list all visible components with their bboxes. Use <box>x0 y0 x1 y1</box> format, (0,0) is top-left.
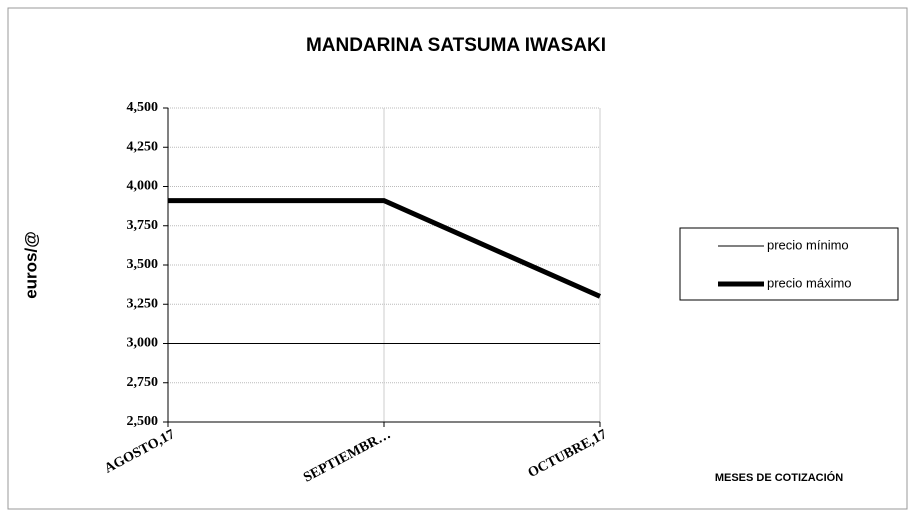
y-tick-label: 4,000 <box>127 179 159 194</box>
y-tick-label: 2,500 <box>127 414 159 429</box>
y-tick-label: 3,250 <box>127 296 159 311</box>
series-line <box>168 198 602 299</box>
y-axis-label: euros/@ <box>21 231 40 299</box>
chart-title: MANDARINA SATSUMA IWASAKI <box>306 35 606 56</box>
legend-box <box>679 227 899 301</box>
legend-label: precio máximo <box>767 275 852 290</box>
y-tick-label: 4,250 <box>127 139 159 154</box>
y-tick-label: 3,750 <box>127 218 159 233</box>
y-tick-label: 3,000 <box>127 336 159 351</box>
y-tick-label: 4,500 <box>127 100 159 115</box>
y-tick-label: 3,500 <box>127 257 159 272</box>
legend-label: precio mínimo <box>767 237 849 252</box>
y-tick-label: 2,750 <box>127 375 159 390</box>
x-axis-label: MESES DE COTIZACIÓN <box>715 471 843 484</box>
